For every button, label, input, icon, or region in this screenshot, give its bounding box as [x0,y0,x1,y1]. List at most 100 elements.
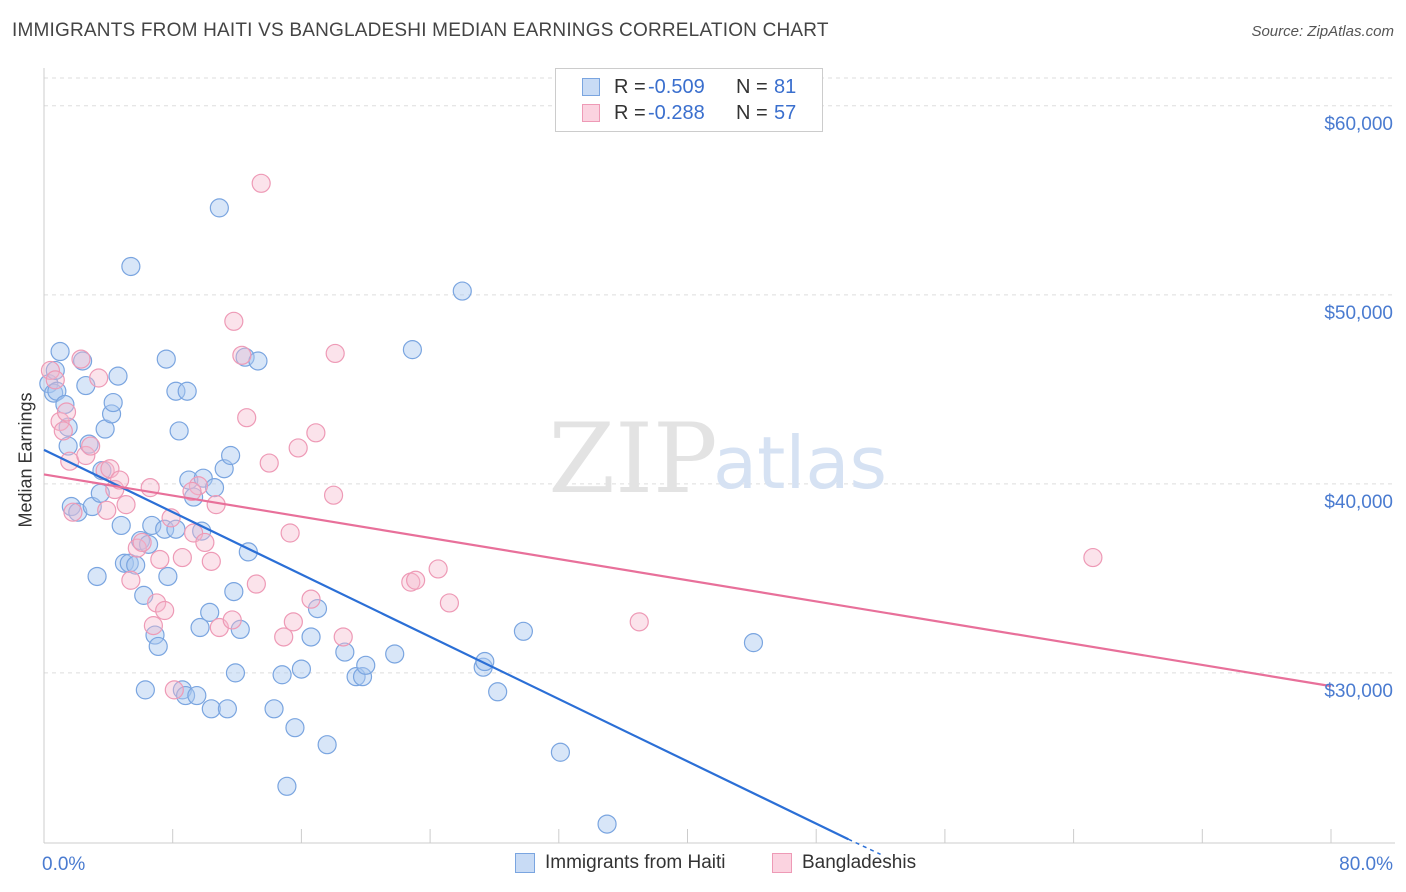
bangladeshi-point [274,627,294,647]
bottom-legend-label-haiti: Immigrants from Haiti [545,852,726,873]
bangladeshi-point [71,349,91,369]
bangladeshi-point [224,311,244,331]
bangladeshi-trend-line [43,473,1332,688]
bangladeshi-point [40,360,61,381]
source-credit: Source: ZipAtlas.com [1251,23,1394,40]
haiti-point [121,256,141,277]
bangladeshi-point [53,421,73,441]
haiti-point [291,659,311,679]
bangladeshi-point [237,408,257,428]
bangladeshi-point [439,593,460,613]
haiti-point [142,515,162,536]
bottom-legend-swatch-haiti [515,853,535,873]
haiti-point [513,621,534,641]
bangladeshi-point [76,445,96,466]
bangladeshi-point [246,574,266,594]
haiti-point [201,699,221,719]
bangladeshi-point [201,551,221,571]
bangladeshi-point [251,173,271,193]
trend-lines [43,448,1332,856]
haiti-point [272,665,292,685]
legend-n-label: N = [736,102,768,124]
haiti-trend-line [43,448,849,841]
haiti-point [87,566,107,587]
x-tick-label: 0.0% [42,854,85,875]
haiti-point [108,366,128,386]
bangladeshi-point [325,343,345,364]
bangladeshi-point [150,549,170,570]
haiti-point [224,581,244,602]
haiti-point [58,436,78,456]
bangladeshi-point [81,436,101,456]
bangladeshi-point [259,453,279,473]
haiti-point [352,667,373,687]
legend-r-label: R = [614,102,646,124]
haiti-point [50,341,70,362]
haiti-point [743,633,764,653]
legend-r-label: R = [614,76,646,98]
haiti-point [103,392,123,413]
haiti-point [68,502,88,522]
bangladeshi-point [63,502,83,522]
y-tick-label: $40,000 [1324,492,1393,513]
haiti-point [190,617,210,638]
haiti-point [177,381,197,401]
bangladeshi-point [232,345,252,365]
haiti-point [200,602,220,622]
haiti-point [550,742,571,762]
y-tick-label: $30,000 [1324,681,1393,702]
legend-swatch-haiti [582,78,600,96]
haiti-point [166,381,186,401]
haiti-point [135,680,155,700]
haiti-point [126,555,146,575]
bangladeshi-point [184,523,204,543]
bangladeshi-point [283,612,303,632]
haiti-point [148,636,168,657]
haiti-point [235,347,255,367]
bangladeshi-point [288,438,308,458]
haiti-point [264,699,284,719]
bangladeshi-point [280,523,300,543]
y-tick-label: $60,000 [1324,114,1393,135]
haiti-point [475,651,495,672]
legend-r-value: -0.509 [648,76,705,98]
haiti-point [248,351,268,371]
legend-swatch-bangladeshi [582,104,600,122]
bangladeshi-point [406,570,426,590]
haiti-point [175,685,196,706]
watermark-zip: ZIP [548,403,717,515]
haiti-point [221,445,241,466]
haiti-point [277,776,297,796]
haiti-point [155,519,175,539]
bangladeshi-point [629,612,649,632]
haiti-point [172,680,192,700]
bangladeshi-point [306,423,326,443]
bangladeshi-point [333,627,353,647]
haiti-point [301,627,321,647]
bangladeshi-point [323,485,344,505]
bangladeshi-point [155,600,175,621]
legend-n-value: 57 [774,102,797,124]
haiti-point [452,281,472,301]
bangladeshi-point [132,532,152,553]
haiti-point [488,682,508,702]
haiti-point [225,663,246,683]
bottom-legend-label-bangladeshi: Bangladeshis [802,852,917,873]
haiti-point [169,421,189,441]
haiti-point [385,644,405,664]
bangladeshi-point [222,610,242,630]
bangladeshi-point [97,500,117,520]
bangladeshi-point [1083,547,1103,568]
bangladeshi-point [45,370,65,390]
tick-labels: $30,000 $40,000 $50,000 $60,000 0.0% 80.0% [42,114,1393,875]
haiti-point [187,685,207,706]
bangladeshi-point [56,402,77,422]
haiti-point [317,735,337,755]
haiti-point [597,814,617,834]
bangladeshi-point [143,616,163,636]
legend-r-value: -0.288 [648,102,705,124]
y-tick-label: $50,000 [1324,303,1393,324]
haiti-point [156,349,176,369]
bangladeshi-point [147,593,167,613]
